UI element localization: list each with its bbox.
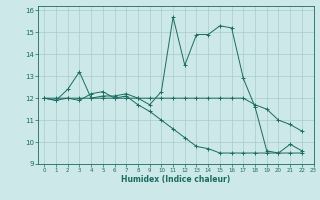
X-axis label: Humidex (Indice chaleur): Humidex (Indice chaleur) <box>121 175 231 184</box>
